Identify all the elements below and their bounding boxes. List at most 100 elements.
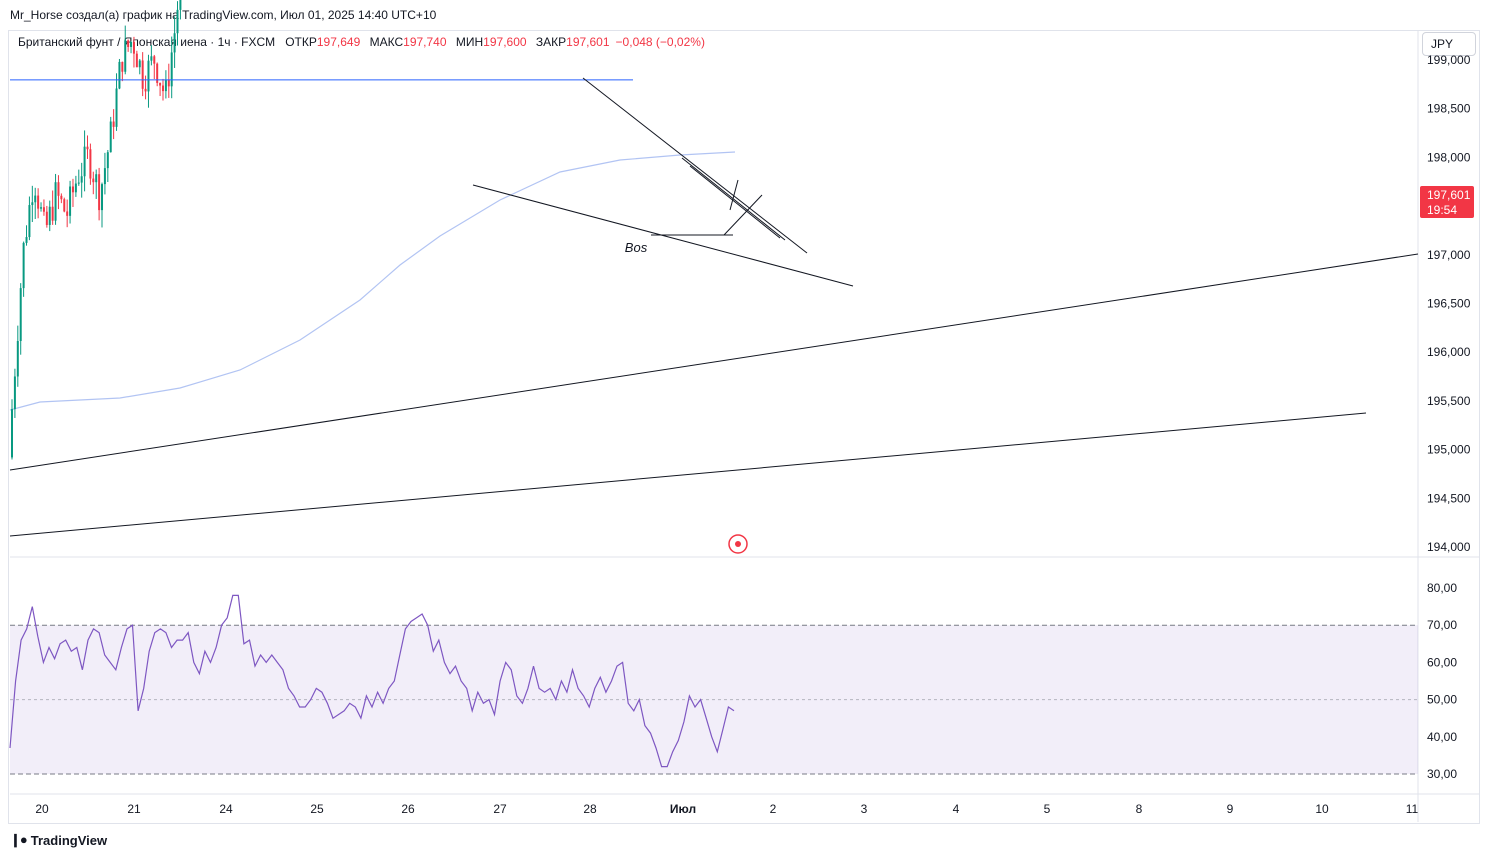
chart-caption: Mr_Horse создал(а) график на TradingView… [10, 8, 437, 22]
low-value: 197,600 [483, 35, 527, 49]
change-value: −0,048 (−0,02%) [615, 35, 705, 49]
candle-body [74, 183, 77, 193]
candle-body [63, 199, 66, 212]
candle-body [173, 33, 176, 53]
candle-body [86, 146, 89, 150]
candle-body [42, 207, 45, 212]
open-value: 197,649 [316, 35, 361, 49]
candle-body [77, 182, 80, 184]
candle-body [141, 60, 144, 89]
candle-body [153, 56, 156, 64]
time-tick-label: 28 [583, 802, 597, 816]
rsi-line [9, 594, 735, 768]
time-tick-label: 10 [1315, 802, 1329, 816]
candle-body [48, 206, 51, 225]
candle-body [71, 186, 74, 193]
candle-body [95, 174, 98, 183]
candle-body [138, 60, 141, 68]
candle-body [31, 202, 34, 206]
candle-body [83, 146, 86, 177]
time-tick-label: 27 [493, 802, 507, 816]
candle-body [54, 182, 57, 221]
candle-body [37, 195, 40, 209]
candle-body [118, 61, 121, 89]
candle-body [45, 211, 48, 225]
time-tick-label: 20 [35, 802, 49, 816]
rsi-tick-label: 50,00 [1427, 693, 1457, 707]
candle-body [57, 182, 60, 196]
open-label: ОТКР [285, 35, 317, 49]
candle-body [176, 9, 179, 34]
last-price-badge [1420, 186, 1474, 218]
price-tick-label: 194,000 [1427, 540, 1471, 554]
candle-body [161, 85, 164, 92]
candle-body [164, 79, 167, 92]
breakout-line [723, 194, 763, 236]
candle-body [22, 242, 25, 289]
alert-marker-dot [735, 541, 741, 547]
uptrend-line-1 [9, 253, 1419, 471]
wedge-inner-line-2 [689, 165, 781, 239]
rsi-tick-label: 70,00 [1427, 618, 1457, 632]
symbol-legend[interactable]: Британский фунт / Японская иена · 1ч · F… [18, 35, 711, 49]
candle-body [13, 376, 16, 410]
wedge-upper-line [582, 77, 808, 254]
high-label: МАКС [369, 35, 404, 49]
price-tick-label: 197,000 [1427, 248, 1471, 262]
time-tick-label: Июл [670, 802, 696, 816]
price-tick-label: 199,000 [1427, 53, 1471, 67]
candle-body [144, 88, 147, 92]
candle-body [28, 205, 31, 238]
price-tick-label: 198,500 [1427, 102, 1471, 116]
candle-body [34, 195, 37, 203]
candle-body [98, 174, 101, 211]
candle-body [147, 60, 150, 92]
tradingview-logo-icon: ❙● [10, 832, 28, 847]
candle-body [159, 82, 162, 86]
uptrend-line-2 [9, 412, 1367, 537]
tradingview-logo[interactable]: ❙● TradingView [10, 832, 107, 848]
high-value: 197,740 [403, 35, 447, 49]
candle-body [69, 186, 72, 216]
candle-body [121, 61, 124, 72]
candle-body [60, 195, 63, 200]
bos-annotation: Bos [625, 240, 648, 255]
time-tick-label: 11 [1406, 802, 1419, 816]
currency-button[interactable]: JPY [1422, 32, 1476, 56]
candle-body [89, 149, 92, 179]
rsi-tick-label: 60,00 [1427, 655, 1457, 669]
candle-body [106, 152, 109, 169]
time-tick-label: 9 [1227, 802, 1234, 816]
symbol-name: Британский фунт / Японская иена · 1ч · F… [18, 35, 276, 49]
time-tick-label: 2 [770, 802, 777, 816]
candle-body [150, 56, 153, 61]
close-value: 197,601 [566, 35, 610, 49]
rsi-tick-label: 40,00 [1427, 730, 1457, 744]
price-tick-label: 195,000 [1427, 443, 1471, 457]
candle-body [170, 52, 173, 87]
price-tick-label: 196,000 [1427, 345, 1471, 359]
candle-body [66, 211, 69, 216]
time-tick-label: 25 [310, 802, 324, 816]
candle-body [179, 0, 182, 10]
candle-body [101, 184, 104, 211]
candle-body [40, 207, 43, 209]
candle-body [112, 121, 115, 127]
time-tick-label: 8 [1136, 802, 1143, 816]
candle-body [135, 53, 138, 68]
countdown-label: 19:54 [1427, 203, 1457, 217]
candle-body [130, 42, 133, 47]
time-tick-label: 26 [401, 802, 415, 816]
candle-body [109, 121, 112, 153]
chart-frame [8, 30, 1480, 824]
time-tick-label: 24 [219, 802, 233, 816]
candle-body [103, 168, 106, 185]
candle-body [80, 176, 83, 183]
tradingview-brand: TradingView [30, 832, 108, 848]
candle-body [156, 63, 159, 83]
last-price-label: 197,601 [1427, 188, 1471, 202]
candle-body [19, 288, 22, 342]
candle-body [167, 79, 170, 87]
low-label: МИН [455, 35, 484, 49]
